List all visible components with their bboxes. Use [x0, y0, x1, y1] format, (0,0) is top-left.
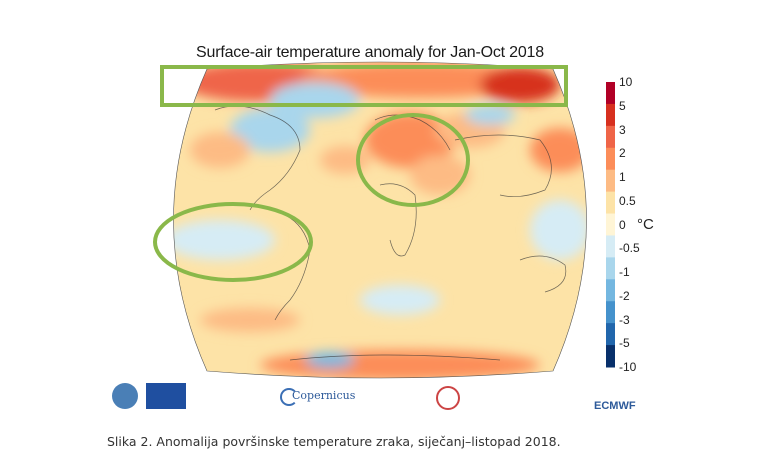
legend-tick-label: -0.5: [619, 241, 640, 256]
legend-swatch: [606, 103, 615, 127]
legend-swatch: [606, 323, 615, 346]
legend-tick-label: -10: [619, 360, 637, 374]
legend-swatch: [606, 82, 615, 105]
arctic-band-highlight: [160, 65, 568, 107]
anomaly-field: [173, 62, 587, 378]
legend-tick-label: 0: [619, 217, 626, 232]
middle-east-highlight: [356, 113, 470, 207]
south-pacific-highlight: [153, 202, 313, 282]
legend-tick-label: 2: [619, 146, 626, 161]
legend-tick-label: -5: [619, 336, 630, 351]
legend-colorbar: [606, 82, 615, 368]
legend-swatch: [606, 345, 615, 368]
copernicus-logo-text: Copernicus: [292, 389, 356, 402]
ecmwf-logo-text: ECMWF: [594, 400, 636, 412]
legend-swatch: [606, 301, 615, 324]
legend-tick-label: 3: [619, 122, 626, 137]
legend-unit: °C: [637, 216, 654, 233]
legend-swatch: [606, 147, 615, 171]
figure-caption: Slika 2. Anomalija površinske temperatur…: [107, 434, 561, 449]
legend-tick-label: 1: [619, 170, 626, 184]
ecmwf-logo: ECMWF: [594, 396, 636, 414]
legend-tick-label: -1: [619, 265, 630, 279]
legend-swatch: [606, 279, 615, 302]
legend-tick-label: -2: [619, 288, 630, 303]
legend-swatch: [606, 257, 615, 280]
eu-logo: [146, 383, 186, 409]
copernicus-logo: Copernicus: [280, 386, 355, 412]
legend-tick-label: 5: [619, 98, 626, 113]
legend-tick-label: 10: [619, 75, 633, 89]
legend-swatch: [606, 213, 615, 236]
map-title: Surface-air temperature anomaly for Jan-…: [196, 44, 544, 61]
legend-swatch: [606, 235, 615, 258]
legend-tick-label: -3: [619, 312, 630, 327]
legend-swatch: [606, 191, 615, 215]
globe-outline: [173, 61, 587, 379]
legend-swatch: [606, 169, 615, 193]
legend-swatch: [606, 125, 615, 149]
c3s-logo: [436, 386, 466, 412]
legend-tick-label: 0.5: [619, 193, 636, 208]
wmo-logo: [112, 383, 138, 409]
